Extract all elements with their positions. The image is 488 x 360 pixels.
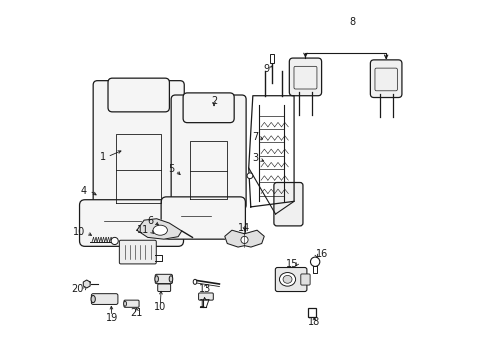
Circle shape xyxy=(241,236,247,243)
Text: 17: 17 xyxy=(199,299,211,309)
Text: 20: 20 xyxy=(71,284,83,294)
Ellipse shape xyxy=(283,275,291,283)
Ellipse shape xyxy=(193,279,196,284)
Text: 3: 3 xyxy=(252,153,258,163)
Text: 13: 13 xyxy=(199,284,211,294)
Ellipse shape xyxy=(169,276,172,282)
Text: 10: 10 xyxy=(73,227,85,237)
FancyBboxPatch shape xyxy=(293,66,316,89)
FancyBboxPatch shape xyxy=(108,78,169,112)
FancyBboxPatch shape xyxy=(91,294,118,305)
FancyBboxPatch shape xyxy=(171,95,245,210)
FancyBboxPatch shape xyxy=(374,68,397,91)
FancyBboxPatch shape xyxy=(273,183,303,226)
Text: 11: 11 xyxy=(137,225,149,235)
Text: 5: 5 xyxy=(168,164,174,174)
FancyBboxPatch shape xyxy=(155,274,172,284)
FancyBboxPatch shape xyxy=(289,58,321,96)
Text: 21: 21 xyxy=(130,308,143,318)
Text: 10: 10 xyxy=(154,302,166,312)
Ellipse shape xyxy=(91,296,95,303)
Text: 4: 4 xyxy=(81,186,86,196)
FancyBboxPatch shape xyxy=(300,274,309,285)
FancyBboxPatch shape xyxy=(198,293,213,300)
Bar xyxy=(270,54,273,63)
FancyBboxPatch shape xyxy=(93,81,184,215)
Ellipse shape xyxy=(153,225,167,235)
Ellipse shape xyxy=(279,273,295,286)
Circle shape xyxy=(111,237,118,244)
Text: 19: 19 xyxy=(105,313,118,323)
FancyBboxPatch shape xyxy=(183,93,234,123)
FancyBboxPatch shape xyxy=(124,300,139,307)
Text: 2: 2 xyxy=(210,96,217,106)
Circle shape xyxy=(310,257,319,266)
Ellipse shape xyxy=(155,276,158,282)
Text: 12: 12 xyxy=(280,189,292,199)
FancyBboxPatch shape xyxy=(158,284,170,292)
Text: 8: 8 xyxy=(348,17,354,27)
Polygon shape xyxy=(137,219,182,239)
Text: 7: 7 xyxy=(252,132,258,142)
Text: 14: 14 xyxy=(238,224,250,233)
FancyBboxPatch shape xyxy=(80,200,183,246)
FancyBboxPatch shape xyxy=(161,197,245,239)
Text: 15: 15 xyxy=(285,259,298,269)
Bar xyxy=(307,309,316,317)
Text: 16: 16 xyxy=(316,248,328,258)
FancyBboxPatch shape xyxy=(369,60,401,98)
Polygon shape xyxy=(83,280,90,288)
FancyBboxPatch shape xyxy=(275,267,306,292)
Text: 6: 6 xyxy=(146,216,153,226)
FancyBboxPatch shape xyxy=(119,240,156,264)
Ellipse shape xyxy=(123,301,126,306)
Circle shape xyxy=(246,173,252,179)
Text: 1: 1 xyxy=(100,152,106,162)
Polygon shape xyxy=(224,230,264,247)
Text: 9: 9 xyxy=(263,64,269,74)
Text: 18: 18 xyxy=(307,317,320,327)
